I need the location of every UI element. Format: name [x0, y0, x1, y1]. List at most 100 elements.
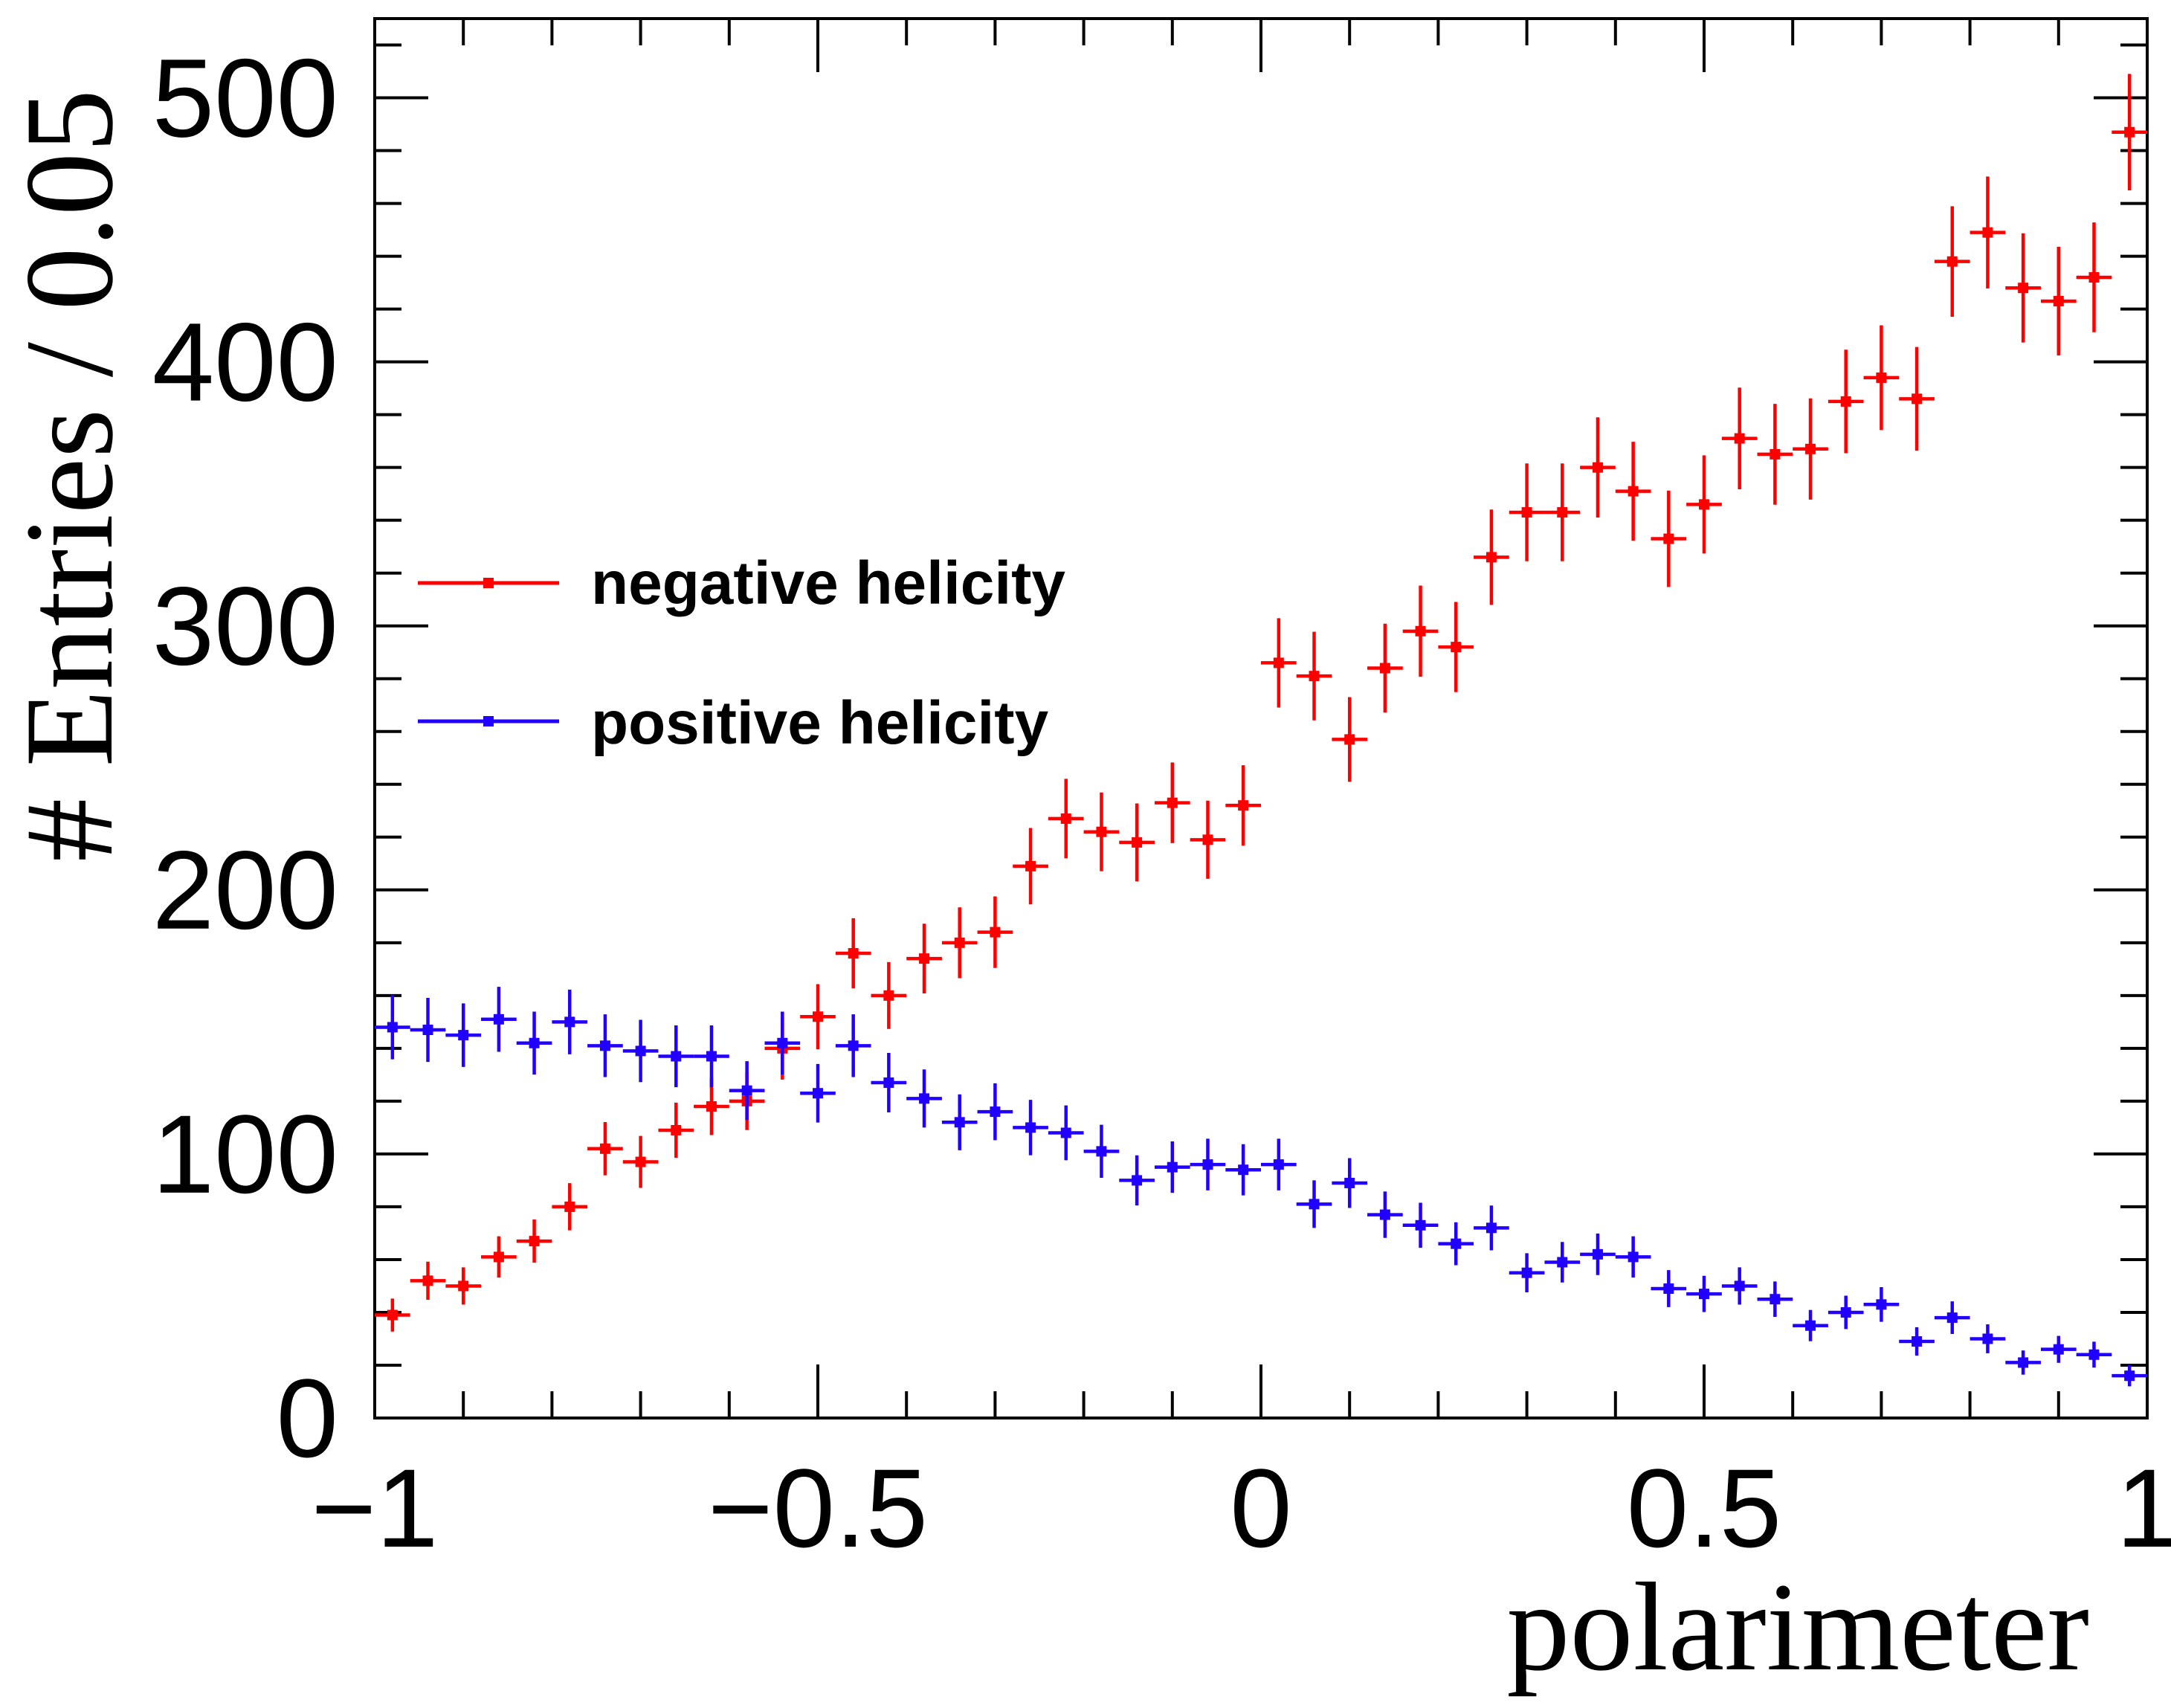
data-point — [658, 1102, 694, 1158]
point-marker — [422, 1025, 433, 1036]
data-point — [1793, 398, 1828, 500]
point-marker — [883, 990, 894, 1001]
point-marker — [529, 1037, 540, 1048]
y-tick-label: 200 — [152, 828, 338, 953]
data-point — [1261, 618, 1297, 708]
point-marker — [1805, 1320, 1816, 1331]
data-point — [1580, 1233, 1616, 1275]
point-marker — [564, 1016, 575, 1028]
point-marker — [954, 1117, 965, 1128]
data-point — [1828, 349, 1864, 454]
point-marker — [1521, 507, 1532, 518]
y-axis — [375, 43, 2147, 1419]
point-marker — [1663, 1283, 1674, 1295]
point-marker — [990, 926, 1001, 938]
point-marker — [1557, 1257, 1568, 1268]
point-marker — [1132, 837, 1143, 848]
data-point — [835, 1014, 871, 1077]
point-marker — [1840, 1306, 1851, 1318]
y-tick-label: 300 — [152, 564, 338, 689]
data-point — [481, 987, 517, 1052]
data-point — [1367, 623, 1403, 713]
legend-entry-negative: negative helicity — [418, 550, 1065, 617]
point-marker — [1770, 448, 1781, 460]
point-marker — [493, 1013, 504, 1025]
legend-marker-positive — [483, 716, 494, 726]
point-marker — [990, 1106, 1001, 1118]
point-marker — [599, 1040, 610, 1051]
point-marker — [1982, 227, 1993, 238]
point-marker — [635, 1156, 646, 1167]
point-marker — [529, 1236, 540, 1247]
data-point — [2112, 74, 2147, 191]
data-point — [1651, 1270, 1687, 1307]
point-marker — [706, 1100, 717, 1112]
data-point — [1970, 1324, 2006, 1353]
point-marker — [1912, 1336, 1923, 1347]
point-marker — [671, 1124, 682, 1135]
data-point — [1190, 1138, 1226, 1190]
legend-marker-negative — [483, 578, 494, 588]
data-point — [622, 1135, 659, 1188]
point-marker — [1344, 1177, 1355, 1188]
data-point — [977, 896, 1013, 968]
point-marker — [635, 1045, 646, 1057]
data-point — [1190, 800, 1226, 879]
point-marker — [1202, 1159, 1213, 1170]
point-marker — [1592, 1248, 1603, 1260]
data-point — [1154, 1141, 1190, 1193]
legend-entry-positive: positive helicity — [418, 689, 1049, 757]
data-point — [1580, 417, 1616, 518]
data-point — [587, 1121, 623, 1176]
data-point — [1863, 1287, 1900, 1322]
point-marker — [1451, 1238, 1462, 1249]
data-point — [1119, 1155, 1155, 1206]
point-marker — [1592, 462, 1603, 473]
point-marker — [1663, 533, 1674, 544]
point-marker — [1699, 499, 1709, 510]
data-point — [1793, 1309, 1828, 1341]
point-marker — [1876, 1299, 1887, 1310]
data-point — [1048, 1105, 1084, 1161]
data-point — [1332, 697, 1368, 782]
point-marker — [1805, 443, 1816, 454]
data-point — [445, 1003, 482, 1067]
point-marker — [954, 937, 965, 948]
data-point — [941, 1094, 978, 1150]
y-tick-label: 500 — [152, 36, 338, 161]
point-marker — [777, 1037, 788, 1048]
data-point — [1544, 1242, 1581, 1283]
legend-label-positive: positive helicity — [591, 689, 1049, 757]
legend-label-negative: negative helicity — [591, 550, 1065, 617]
data-point — [658, 1025, 694, 1088]
data-point — [1615, 442, 1651, 541]
point-marker — [422, 1275, 433, 1286]
data-point — [410, 997, 446, 1063]
data-point — [1296, 1180, 1332, 1228]
y-tick-label: 400 — [152, 300, 338, 425]
data-point — [1686, 1275, 1722, 1312]
x-tick-label: −0.5 — [708, 1446, 928, 1570]
point-marker — [1096, 1146, 1107, 1157]
point-marker — [1096, 826, 1107, 837]
data-point — [764, 1011, 801, 1075]
data-point — [1367, 1191, 1403, 1238]
point-marker — [848, 948, 859, 959]
point-marker — [1699, 1289, 1709, 1300]
x-tick-labels: −1 −0.5 0 0.5 1 — [311, 1446, 2171, 1570]
point-marker — [1628, 1251, 1639, 1263]
point-marker — [564, 1201, 575, 1212]
data-point — [871, 1053, 907, 1113]
y-tick-label: 100 — [152, 1092, 338, 1216]
point-marker — [1309, 1199, 1320, 1210]
point-marker — [1982, 1333, 1993, 1344]
point-marker — [458, 1030, 469, 1041]
point-marker — [1946, 1312, 1958, 1324]
data-point — [1899, 1327, 1935, 1356]
point-marker — [1167, 1161, 1178, 1173]
point-marker — [1167, 797, 1178, 808]
data-point — [1013, 828, 1048, 905]
data-point — [1970, 176, 2006, 289]
y-tick-label: 0 — [277, 1356, 338, 1480]
point-marker — [1309, 671, 1320, 682]
